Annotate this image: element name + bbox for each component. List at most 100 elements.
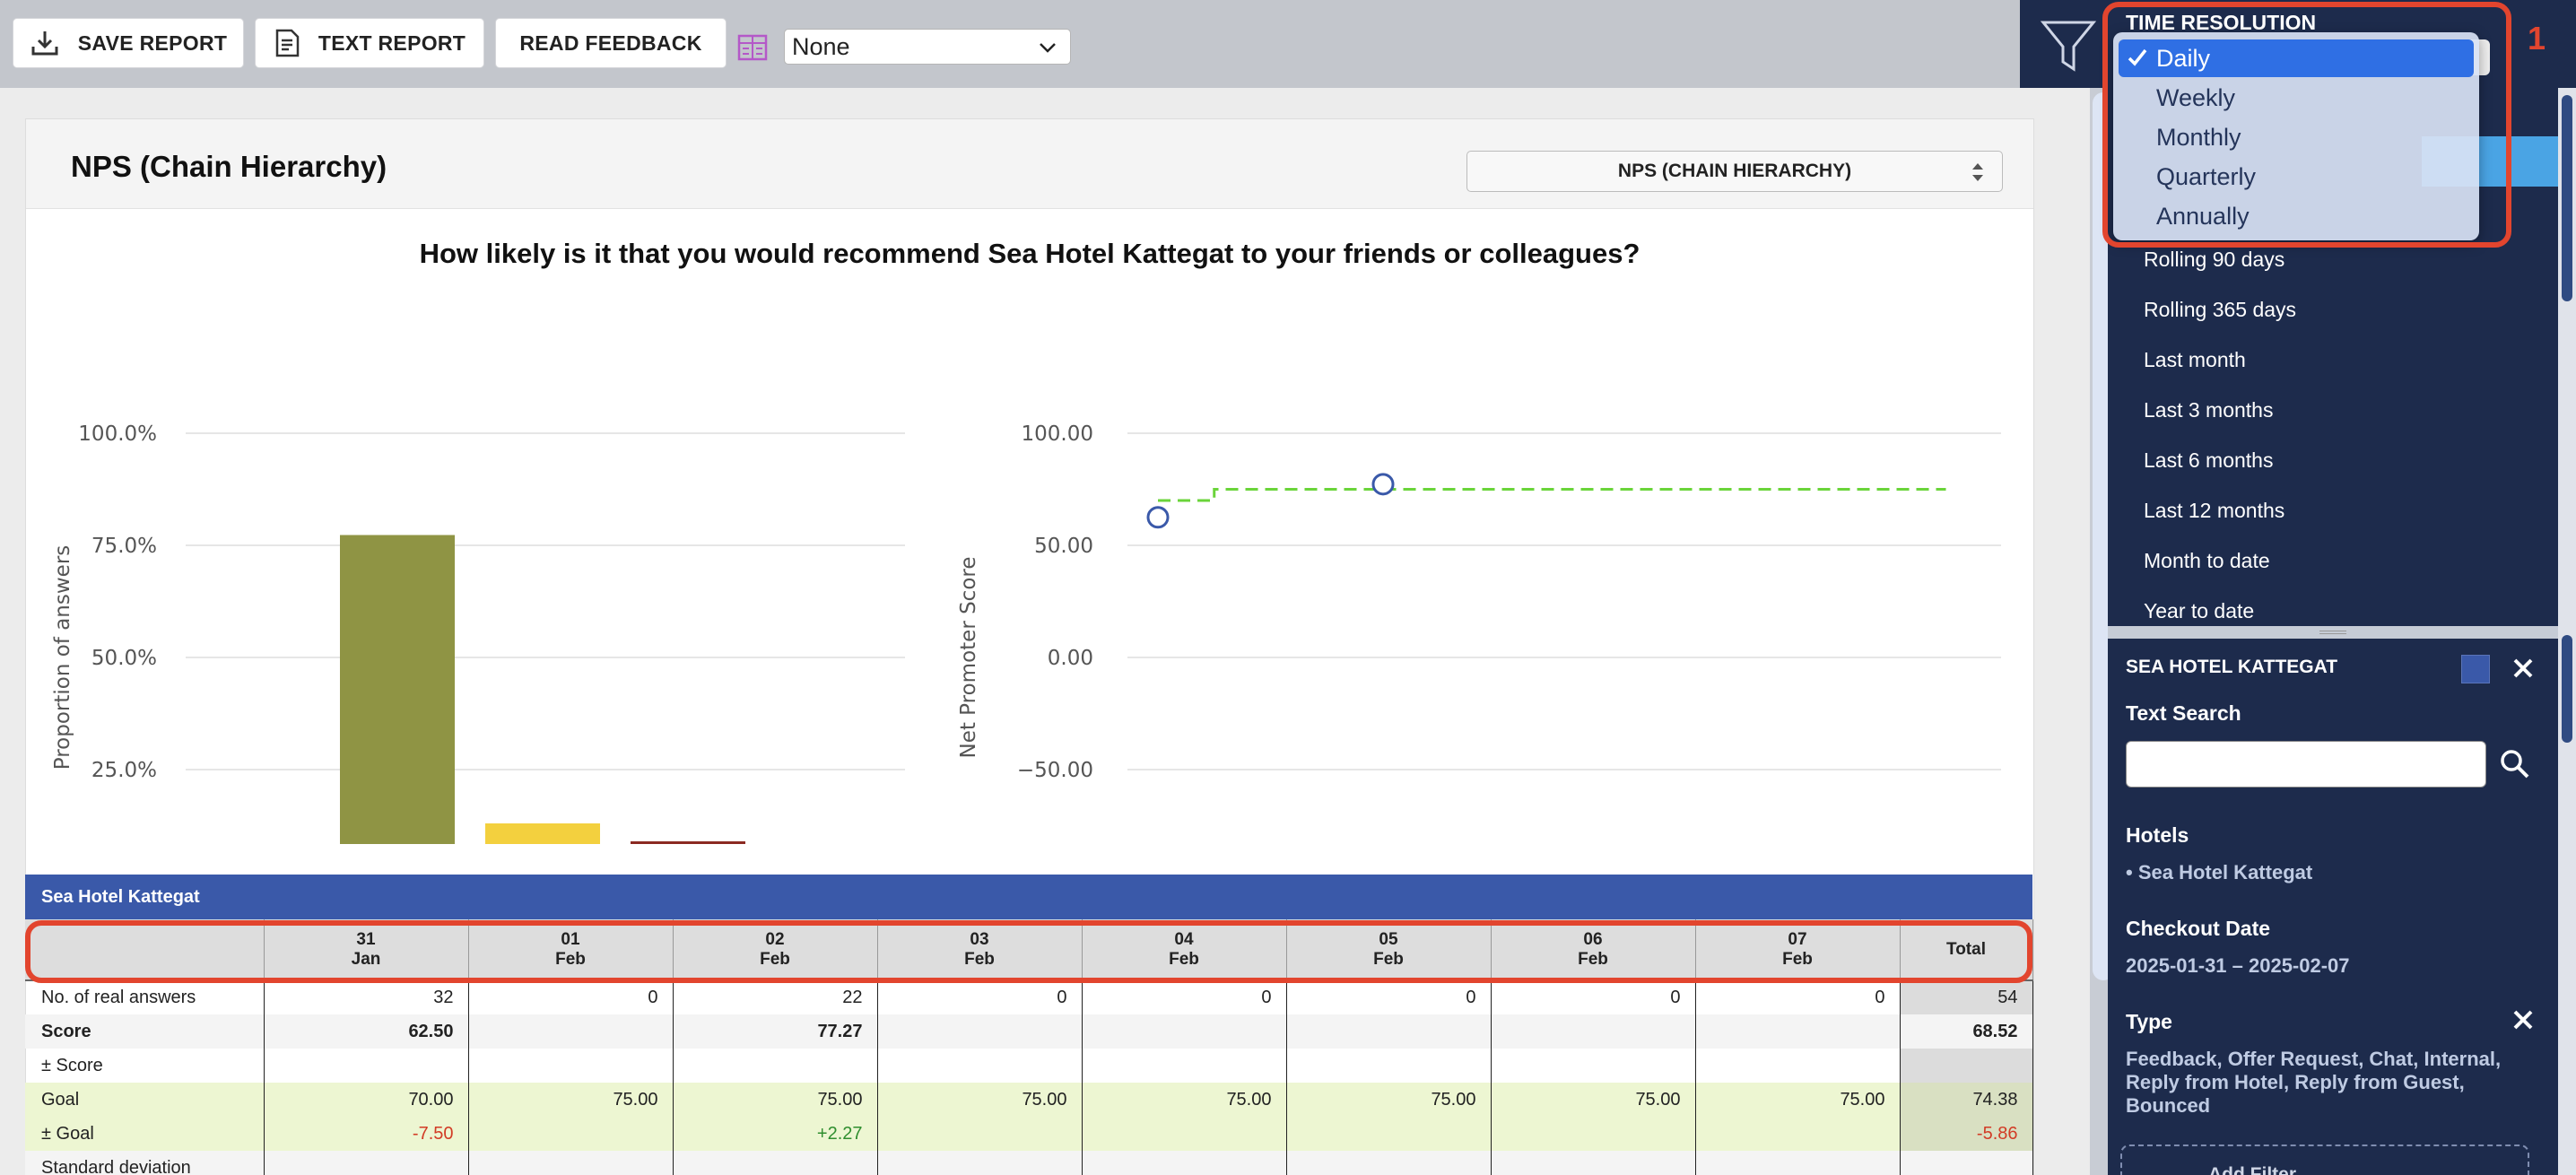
annotation-number: 1: [2528, 20, 2546, 57]
view-select[interactable]: None: [784, 29, 1071, 65]
line-y-tick: 50.00: [1034, 535, 1093, 558]
table-cell: -7.50: [264, 1117, 469, 1151]
table-cell: 0: [1491, 980, 1696, 1014]
period-option[interactable]: Last 12 months: [2144, 499, 2285, 522]
table-cell: [877, 1117, 1083, 1151]
table-cell: [1695, 1049, 1901, 1083]
resolution-option-label: Quarterly: [2156, 162, 2257, 190]
bar-y-axis-label: Proportion of answers: [51, 545, 74, 770]
nps-point[interactable]: [1146, 506, 1170, 529]
table-cell: [1491, 1014, 1696, 1049]
hotel-color-swatch[interactable]: [2461, 655, 2490, 683]
table-cell: [1082, 1117, 1287, 1151]
table-cell: [1491, 1049, 1696, 1083]
period-option[interactable]: Rolling 90 days: [2144, 248, 2285, 271]
card-header: NPS (Chain Hierarchy) NPS (CHAIN HIERARC…: [26, 119, 2033, 209]
proportion-bar-chart: 100.0%75.0%50.0%25.0%0.0% Proportion of …: [51, 422, 905, 844]
panel-resize-handle[interactable]: [2108, 626, 2558, 639]
report-type-select[interactable]: NPS (CHAIN HIERARCHY): [1466, 151, 2003, 192]
date-column-header[interactable]: 05 Feb: [1286, 919, 1492, 981]
text-report-button[interactable]: TEXT REPORT: [255, 18, 484, 68]
read-feedback-button[interactable]: READ FEEDBACK: [495, 18, 727, 68]
total-cell: [1900, 1049, 2033, 1083]
date-column-header[interactable]: 01 Feb: [468, 919, 674, 981]
table-cell: +2.27: [673, 1117, 878, 1151]
table-cell: [468, 1014, 674, 1049]
total-cell: [1900, 1151, 2033, 1175]
period-option[interactable]: Last 6 months: [2144, 448, 2274, 472]
date-column-header[interactable]: 06 Feb: [1491, 919, 1696, 981]
time-resolution-label: TIME RESOLUTION: [2126, 11, 2317, 34]
table-cell: [468, 1049, 674, 1083]
table-row: Score 62.50 77.27 68.52: [25, 1014, 2033, 1049]
table-cell: [1082, 1151, 1287, 1175]
sort-arrows-icon: [1972, 163, 1983, 181]
save-report-button[interactable]: SAVE REPORT: [13, 18, 244, 68]
grouping-icon[interactable]: [737, 34, 768, 61]
toolbar: SAVE REPORT TEXT REPORT READ FEEDBACK No…: [0, 0, 2020, 88]
add-filter-button[interactable]: Add Filter: [2120, 1145, 2529, 1175]
filter-icon[interactable]: [2040, 18, 2097, 74]
table-cell: [468, 1151, 674, 1175]
period-option[interactable]: Last 3 months: [2144, 398, 2274, 422]
total-column-header[interactable]: Total: [1900, 919, 2033, 981]
period-option[interactable]: Year to date: [2144, 599, 2255, 622]
period-option[interactable]: Last month: [2144, 348, 2246, 371]
data-table: 31 Jan 01 Feb 02 Feb 03 Feb 04 Feb 05 Feb 06 Feb 07 Feb…: [25, 919, 2033, 1175]
table-row: ± Goal -7.50 +2.27 -5.86: [25, 1117, 2033, 1151]
close-icon[interactable]: [2511, 1008, 2535, 1031]
table-header-row: 31 Jan 01 Feb 02 Feb 03 Feb 04 Feb 05 Feb 06 Feb 07 Feb…: [25, 919, 2033, 981]
table-row: Standard deviation: [25, 1151, 2033, 1175]
bar-y-tick: 50.0%: [91, 647, 157, 670]
nps-point[interactable]: [1371, 473, 1395, 496]
save-report-label: SAVE REPORT: [77, 30, 228, 55]
resolution-option-label: Weekly: [2156, 83, 2236, 111]
total-cell: 54: [1900, 980, 2033, 1014]
date-column-header[interactable]: 02 Feb: [673, 919, 878, 981]
date-column-header[interactable]: 04 Feb: [1082, 919, 1287, 981]
table-cell: [1695, 1151, 1901, 1175]
table-cell: 62.50: [264, 1014, 469, 1049]
table-cell: [1695, 1117, 1901, 1151]
table-cell: 0: [1286, 980, 1492, 1014]
resolution-option-monthly[interactable]: Monthly: [2119, 118, 2474, 156]
table-cell: 75.00: [1286, 1083, 1492, 1117]
date-column-header[interactable]: 07 Feb: [1695, 919, 1901, 981]
resolution-option-label: Daily: [2156, 44, 2211, 72]
period-option[interactable]: Rolling 365 days: [2144, 298, 2297, 321]
bar-y-tick: 25.0%: [91, 759, 157, 782]
table-cell: [264, 1151, 469, 1175]
time-resolution-dropdown: Daily Weekly Monthly Quarterly Annually: [2113, 32, 2479, 240]
table-cell: [1286, 1151, 1492, 1175]
period-option[interactable]: Month to date: [2144, 549, 2270, 572]
table-cell: [1695, 1014, 1901, 1049]
text-search-input[interactable]: [2126, 741, 2486, 788]
bar-promoters: [340, 535, 455, 844]
line-y-tick: 0.00: [1048, 647, 1093, 670]
annotation-box-time-resolution: [2102, 2, 2511, 248]
table-cell: [1286, 1117, 1492, 1151]
add-filter-label: Add Filter: [2208, 1164, 2296, 1175]
row-label: ± Goal: [25, 1117, 265, 1151]
annotation-box-table-header: [25, 920, 2032, 983]
table-cell: 0: [877, 980, 1083, 1014]
date-column-header[interactable]: 03 Feb: [877, 919, 1083, 981]
line-y-axis-label: Net Promoter Score: [957, 556, 980, 758]
line-y-tick: 100.00: [1022, 422, 1093, 446]
resolution-option-daily[interactable]: Daily: [2119, 39, 2474, 77]
page-scrollbar[interactable]: [2558, 88, 2576, 1175]
resolution-option-weekly[interactable]: Weekly: [2119, 79, 2474, 117]
close-icon[interactable]: [2511, 657, 2535, 680]
search-icon[interactable]: [2499, 748, 2531, 780]
resolution-option-quarterly[interactable]: Quarterly: [2119, 158, 2474, 196]
date-column-header[interactable]: 31 Jan: [264, 919, 469, 981]
table-cell: [1082, 1049, 1287, 1083]
hotels-value: • Sea Hotel Kattegat: [2126, 861, 2313, 883]
resolution-option-annually[interactable]: Annually: [2119, 197, 2474, 235]
nps-table: Sea Hotel Kattegat 31 Jan 01 Feb 02 Feb 03 Feb 0…: [25, 875, 2033, 1175]
table-row: No. of real answers 32 0 22 0 0 0 0 0 54: [25, 980, 2033, 1014]
bar-y-tick: 75.0%: [91, 535, 157, 558]
bar-y-tick: 100.0%: [78, 422, 157, 446]
text-search-label: Text Search: [2126, 701, 2241, 725]
